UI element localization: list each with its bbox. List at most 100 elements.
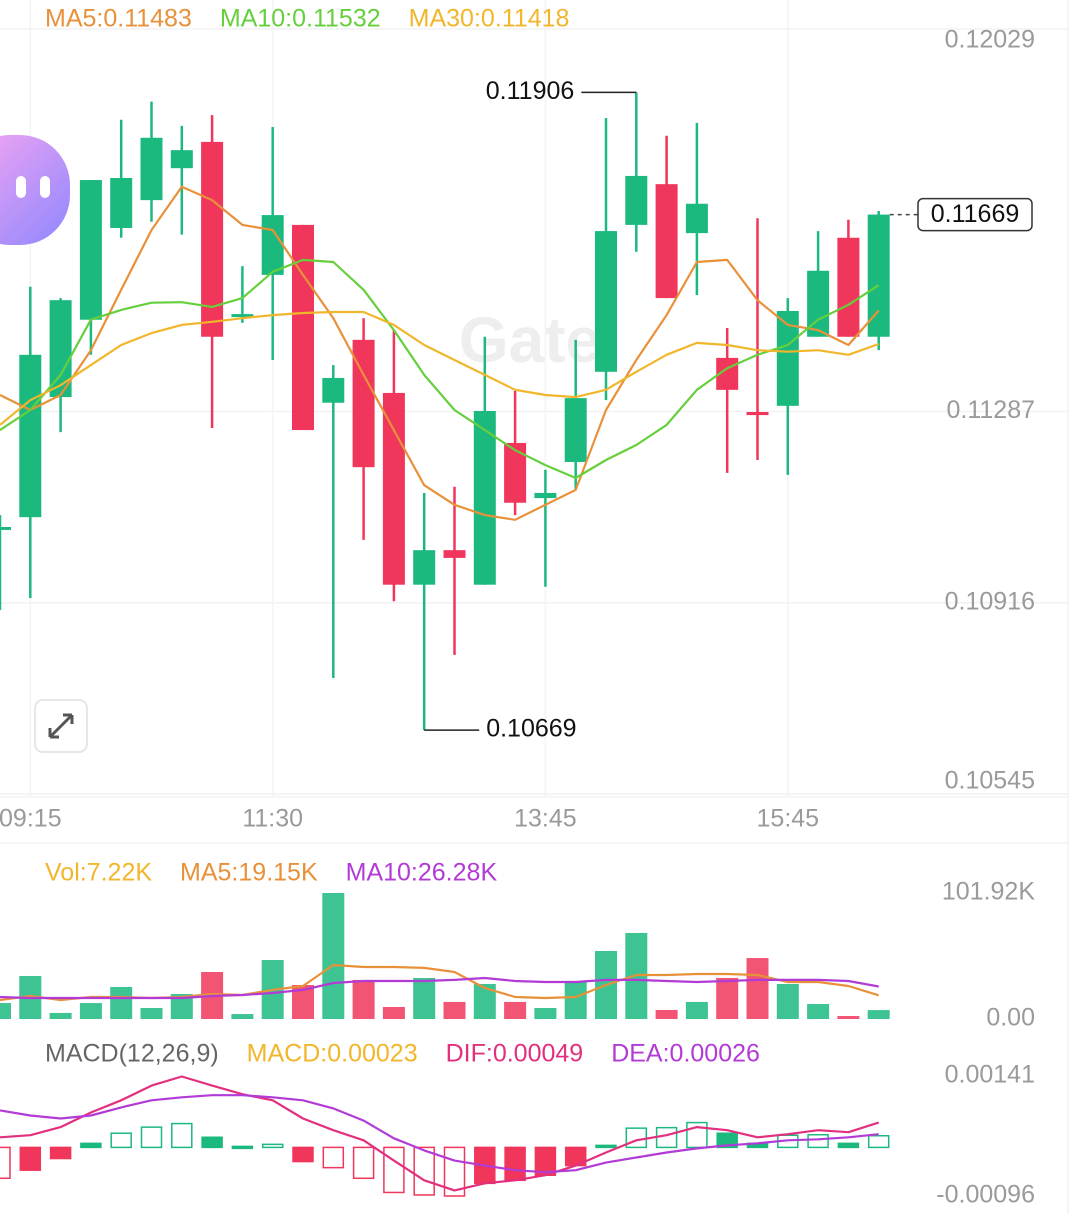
- candle-body: [837, 237, 860, 337]
- candle-body: [261, 215, 284, 275]
- candle-body: [292, 224, 314, 431]
- price-tag: [917, 197, 1033, 232]
- volume-bar: [807, 1004, 830, 1019]
- volume-bar: [79, 1003, 102, 1019]
- y-tick-label: 0.00: [986, 1004, 1035, 1032]
- candle-body: [382, 392, 405, 585]
- volume-bar: [867, 1010, 890, 1019]
- macd-bar: [413, 1146, 435, 1196]
- candle-body: [352, 339, 375, 468]
- volume-bar: [534, 1007, 557, 1019]
- volume-bar: [504, 1001, 527, 1019]
- watermark: Gate: [459, 304, 601, 376]
- candle-body: [595, 231, 617, 372]
- legend-entry: MA30:0.11418: [409, 5, 570, 33]
- x-tick-label: 13:45: [514, 805, 577, 833]
- legend-entry: DIF:0.00049: [446, 1040, 584, 1068]
- volume-bar: [716, 977, 739, 1019]
- macd-bar: [261, 1143, 284, 1149]
- volume-bar: [231, 1014, 254, 1019]
- macd-bar: [322, 1146, 345, 1169]
- macd-bar: [716, 1132, 738, 1149]
- macd-bar: [231, 1145, 254, 1150]
- macd-bar: [140, 1126, 163, 1149]
- x-tick-label: 09:15: [0, 805, 62, 833]
- macd-bar: [504, 1146, 526, 1182]
- line-series: [0, 258, 880, 480]
- legend-entry: MA5:19.15K: [180, 859, 318, 887]
- macd-bar: [625, 1127, 648, 1149]
- bubble-shape[interactable]: [0, 135, 70, 245]
- legend-entry: MA10:0.11532: [220, 5, 381, 33]
- candle-body: [170, 150, 193, 169]
- candle-body: [807, 270, 830, 337]
- macd-bar: [655, 1126, 678, 1149]
- candle-body: [231, 314, 254, 318]
- bubble-eye: [40, 176, 50, 198]
- candle-body: [776, 310, 799, 406]
- candle-body: [79, 180, 102, 320]
- candle-body: [110, 177, 133, 228]
- candle-body: [534, 492, 557, 499]
- macd-bar: [171, 1122, 193, 1149]
- candle-body: [201, 141, 224, 337]
- macd-bar: [201, 1136, 223, 1149]
- y-tick-label: 0.00141: [945, 1061, 1035, 1089]
- candle-body: [443, 550, 466, 558]
- volume-bar: [746, 958, 769, 1019]
- macd-bar: [80, 1142, 102, 1149]
- macd-bar: [19, 1146, 42, 1171]
- y-tick-label: 0.10545: [945, 767, 1035, 795]
- volume-bar: [837, 1016, 860, 1019]
- candle-body: [625, 175, 648, 225]
- volume-bar: [564, 982, 587, 1019]
- legend-entry: MACD:0.00023: [247, 1040, 418, 1068]
- candle-body: [473, 410, 496, 585]
- y-tick-label: -0.00096: [936, 1181, 1035, 1209]
- candle-body: [413, 550, 436, 585]
- y-tick-label: 101.92K: [942, 878, 1035, 906]
- macd-bar: [383, 1146, 405, 1194]
- volume-bar: [443, 1001, 466, 1019]
- line-series: [0, 310, 880, 426]
- candle-body: [504, 442, 527, 503]
- x-tick-label: 15:45: [757, 805, 820, 833]
- volume-bar: [292, 985, 314, 1019]
- volume-bar: [776, 984, 799, 1019]
- macd-bar: [807, 1133, 829, 1149]
- volume-bar: [382, 1007, 405, 1019]
- macd-bar: [292, 1146, 314, 1163]
- candle-body: [322, 377, 345, 403]
- candle-body: [655, 184, 678, 299]
- macd-bar: [837, 1142, 860, 1149]
- legend-entry: MACD(12,26,9): [45, 1040, 219, 1068]
- extreme-label: 0.10669: [486, 715, 576, 743]
- volume-bar: [322, 893, 345, 1019]
- legend-entry: DEA:0.00026: [611, 1040, 760, 1068]
- legend-entry: Vol:7.22K: [45, 859, 152, 887]
- candle-body: [140, 137, 163, 201]
- candle-body: [49, 300, 72, 398]
- volume-bar: [140, 1007, 163, 1019]
- volume-bar: [110, 986, 133, 1019]
- assistant-bubble[interactable]: [0, 135, 70, 245]
- candle-body: [564, 398, 587, 463]
- candle-body: [746, 412, 769, 416]
- expand-button[interactable]: [34, 699, 88, 753]
- volume-bar: [352, 979, 375, 1019]
- line-series: [0, 1075, 880, 1192]
- volume-bar: [0, 1003, 11, 1019]
- macd-bar: [595, 1144, 617, 1149]
- macd-bar: [110, 1132, 132, 1149]
- candle-body: [685, 203, 708, 234]
- volume-bar: [49, 1012, 72, 1019]
- volume-bar: [685, 1001, 708, 1019]
- macd-bar: [867, 1134, 890, 1149]
- macd-bar: [49, 1146, 72, 1160]
- x-tick-label: 11:30: [242, 805, 303, 833]
- candle-body: [0, 526, 11, 530]
- macd-bar: [0, 1146, 11, 1180]
